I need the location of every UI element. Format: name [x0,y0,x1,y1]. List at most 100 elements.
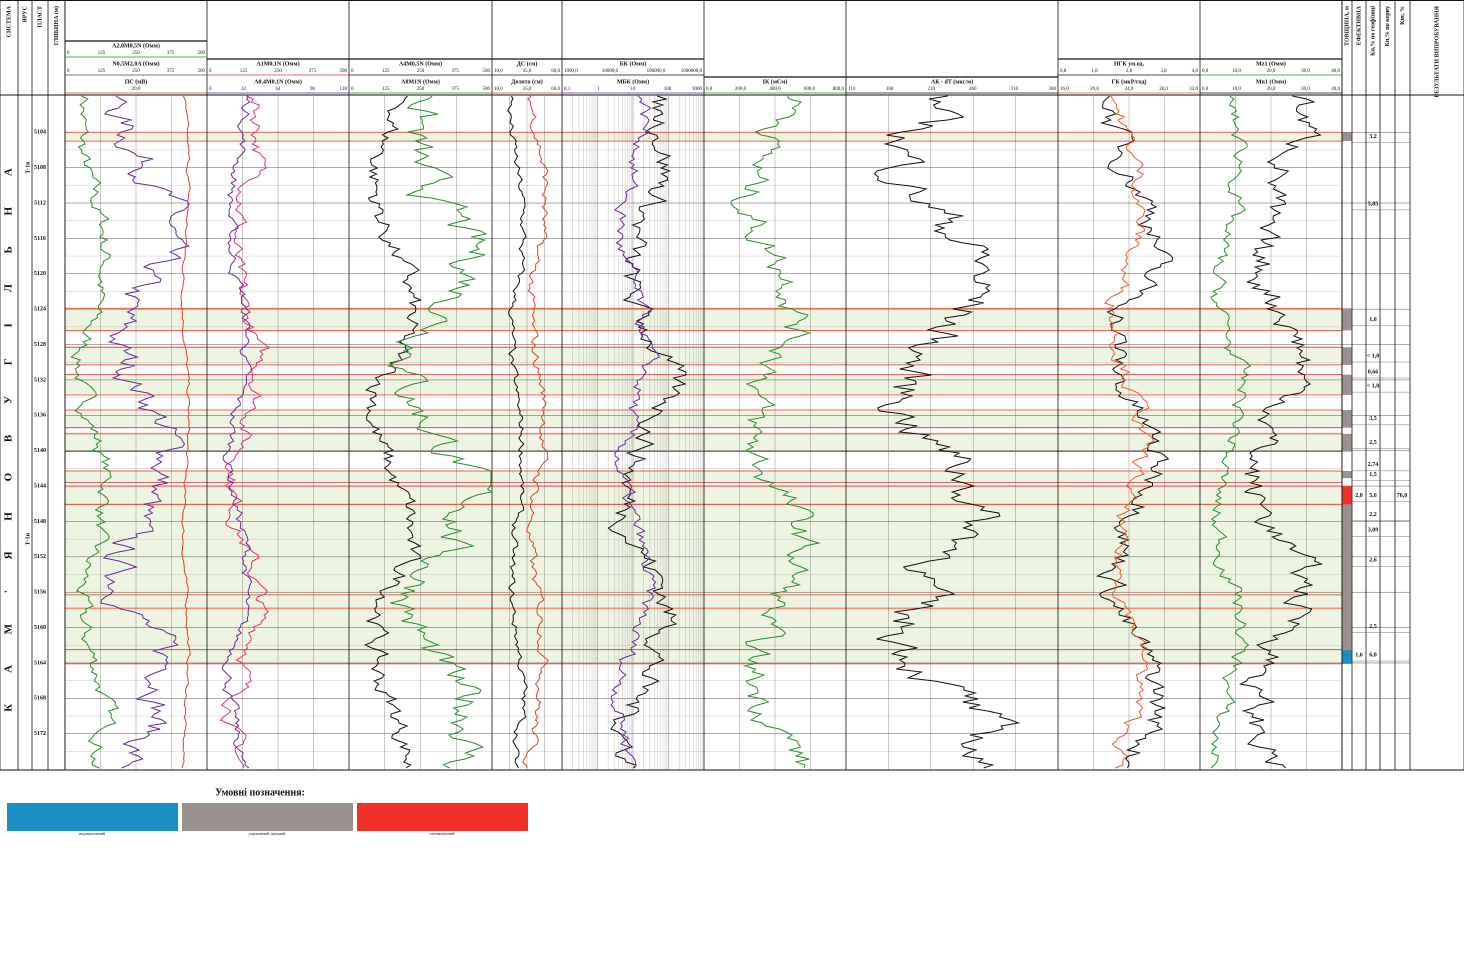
scale-label: 0 [209,69,212,74]
saturation-mark [1342,132,1352,142]
depth-label: 5116 [34,236,46,242]
interval-band [65,486,1342,664]
scale-label: 1 [597,87,600,92]
scale-label: 125 [382,87,390,92]
result-value: 6,0 [1369,652,1377,658]
saturation-mark [1342,504,1352,650]
result-value: 0,66 [1368,369,1379,375]
scale-label: 160 [886,87,894,92]
interval-band [65,132,1342,142]
saturation-mark [1342,374,1352,395]
log-curve [507,95,528,769]
scale-label: 0,0 [706,87,713,92]
scale-label: 10 [631,87,637,92]
column-title: Кнг, % [1400,6,1406,25]
scale-label: 16,0 [1060,87,1069,92]
legend-swatch [182,803,353,831]
result-value: 2,5 [1369,440,1377,446]
scale-label: 0 [209,87,212,92]
scale-label: 35,0 [523,87,532,92]
log-curve [1103,95,1155,769]
scale-label: 3,8 [1160,69,1167,74]
scale-label: 4,8 [1192,69,1199,74]
result-value: 2,0 [1355,493,1363,499]
curve-name: A4M0,5N (Омм) [399,60,442,67]
stage-label: Т-1н [25,532,31,545]
curve-name: ГК (мкР/год) [1112,78,1147,85]
curve-name: Mz1 (Омм) [1256,60,1286,67]
saturation-mark [1342,486,1352,505]
scale-label: 250 [417,87,425,92]
legend-title: Умовні позначення: [215,787,305,798]
scale-label: 0 [67,51,70,56]
legend-swatch [7,803,178,831]
system-label: К А М ' Я Н О В У Г І Л Ь Н А [3,154,15,712]
log-curve [1238,95,1324,769]
result-value: 3,5 [1369,416,1377,422]
scale-label: 0,1 [564,87,571,92]
saturation-mark [1342,471,1352,479]
scale-label: 0 [351,69,354,74]
column-title: СИСТЕМА [6,5,12,37]
log-curve [1096,95,1174,769]
interval-band [65,308,1342,331]
column-title: ПЛАСТ [37,6,43,28]
depth-label: 5160 [34,625,46,631]
result-value: 1,5 [1369,472,1377,478]
scale-label: 96 [310,87,316,92]
curve-name: Mn1 (Омм) [1256,78,1286,85]
scale-label: 400,0 [769,87,781,92]
scale-label: 20,0 [1267,69,1276,74]
scale-label: 500 [198,69,206,74]
scale-label: 500 [198,51,206,56]
depth-label: 5136 [34,413,46,419]
scale-label: 30,0 [1301,69,1310,74]
log-curve [1210,95,1252,769]
column-title: ЯРУС [22,6,28,23]
legend-label: газонасичений [429,831,455,836]
curve-name: НГК ум.од. [1114,61,1145,67]
scale-label: 250 [274,69,282,74]
result-value: 3,2 [1369,134,1377,140]
scale-label: 500 [483,69,491,74]
scale-label: 60,0 [551,69,560,74]
scale-label: 40,0 [1331,87,1340,92]
scale-label: 10,0 [1232,87,1241,92]
curve-name: ДС (см) [517,60,538,67]
scale-label: 125 [240,69,248,74]
depth-label: 5124 [34,307,46,313]
depth-label: 5120 [34,271,46,277]
column-title: Кп,% по геофізиці [1369,6,1376,56]
depth-label: 5152 [34,554,46,560]
column-title: ЕФЕКТИВНА [1356,5,1362,45]
saturation-mark [1342,433,1352,452]
saturation-mark [1342,308,1352,331]
scale-label: 375 [452,69,460,74]
saturation-mark [1342,347,1352,365]
legend-swatch [357,803,528,831]
scale-label: 210 [927,87,935,92]
scale-label: 375 [452,87,460,92]
scale-label: 250 [132,51,140,56]
interval-band [65,374,1342,395]
log-curve [387,95,493,769]
column-title: РЕЗУЛЬТАТИ ВИПРОБУВАННЯ [1434,5,1440,97]
curve-name: A1M0,1N (Омм) [256,60,299,67]
depth-label: 5148 [34,519,46,525]
curve-name: БК (Омм) [620,60,647,67]
scale-label: 375 [309,69,317,74]
depth-label: 5128 [34,342,46,348]
depth-label: 5104 [34,130,46,136]
scale-label: 100000,0 [647,69,666,74]
depth-label: 5140 [34,448,46,454]
depth-label: 5112 [34,200,46,206]
scale-label: 200,0 [735,87,747,92]
result-value: 2,2 [1369,512,1377,518]
scale-label: 0 [67,69,70,74]
log-curve [363,95,423,769]
scale-label: 32,0 [1189,87,1198,92]
scale-label: 500 [483,87,491,92]
scale-label: 600,0 [804,87,816,92]
depth-label: 5172 [34,731,46,737]
